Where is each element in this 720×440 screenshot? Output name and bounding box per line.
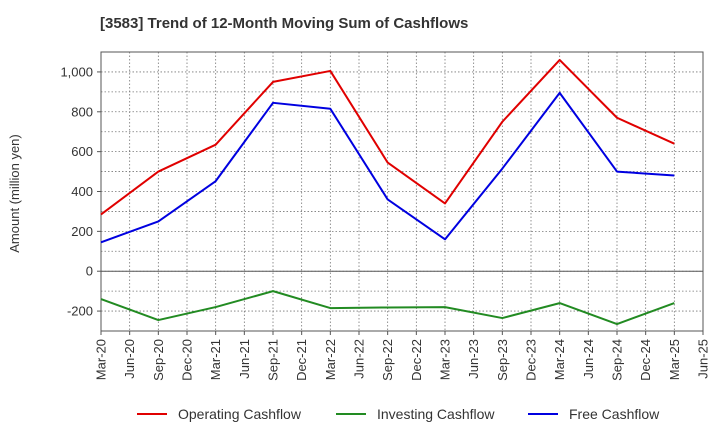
x-tick-label: Dec-20: [180, 339, 195, 381]
series-line-free-cashflow: [100, 91, 675, 244]
y-tick-label: 800: [71, 104, 93, 119]
x-tick-label: Jun-23: [466, 339, 481, 379]
y-axis-ticks: -200 0 200 400 600 800 1,000: [60, 64, 101, 319]
y-tick-label: -200: [67, 304, 93, 319]
x-tick-label: Dec-24: [638, 339, 653, 381]
x-tick-label: Jun-20: [122, 339, 137, 379]
grid: [100, 52, 704, 331]
x-tick-label: Dec-22: [409, 339, 424, 381]
series-line-investing-cashflow: [100, 290, 675, 326]
x-tick-label: Mar-21: [208, 339, 223, 380]
x-tick-label: Sep-24: [610, 339, 625, 381]
x-tick-label: Sep-22: [380, 339, 395, 381]
x-tick-label: Sep-23: [495, 339, 510, 381]
y-axis-label: Amount (million yen): [7, 134, 22, 253]
x-tick-label: Jun-25: [696, 339, 711, 379]
x-axis-ticks: Mar-20 Jun-20 Sep-20 Dec-20 Mar-21 Jun-21 Sep-…: [94, 331, 711, 381]
x-tick-label: Mar-24: [552, 339, 567, 380]
x-tick-label: Jun-22: [352, 339, 367, 379]
legend-label: Free Cashflow: [569, 406, 660, 422]
x-tick-label: Sep-21: [266, 339, 281, 381]
x-tick-label: Mar-23: [438, 339, 453, 380]
legend: Operating Cashflow Investing Cashflow Free…: [137, 406, 660, 422]
x-tick-label: Jun-21: [237, 339, 252, 379]
x-tick-label: Dec-21: [294, 339, 309, 381]
x-tick-label: Sep-20: [151, 339, 166, 381]
chart-title: [3583] Trend of 12-Month Moving Sum of C…: [100, 15, 469, 32]
y-tick-label: 200: [71, 224, 93, 239]
legend-label: Operating Cashflow: [178, 406, 302, 422]
x-tick-label: Mar-25: [667, 339, 682, 380]
legend-label: Investing Cashflow: [377, 406, 495, 422]
y-tick-label: 600: [71, 144, 93, 159]
series: [100, 58, 675, 326]
y-tick-label: 1,000: [60, 64, 93, 79]
y-tick-label: 0: [86, 264, 93, 279]
x-tick-label: Dec-23: [524, 339, 539, 381]
y-tick-label: 400: [71, 184, 93, 199]
x-tick-label: Mar-20: [94, 339, 109, 380]
series-line-operating-cashflow: [100, 58, 675, 216]
x-tick-label: Jun-24: [581, 339, 596, 379]
x-tick-label: Mar-22: [323, 339, 338, 380]
